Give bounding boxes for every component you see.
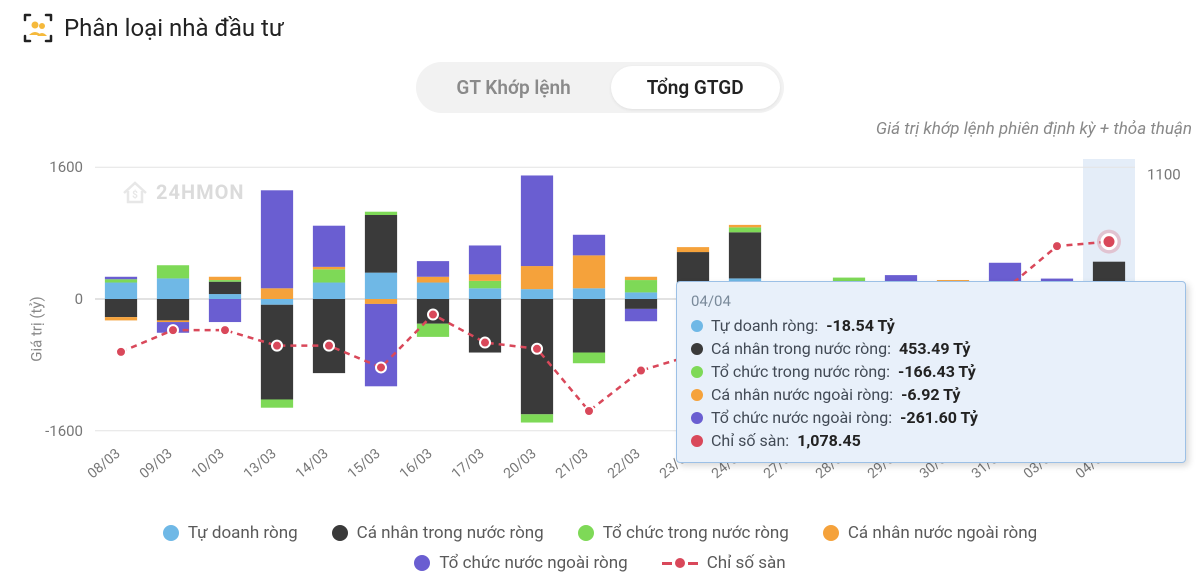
svg-text:09/03: 09/03 <box>137 446 176 482</box>
investor-type-icon <box>22 12 54 44</box>
tooltip-label: Chỉ số sàn: <box>711 431 789 450</box>
svg-text:21/03: 21/03 <box>553 446 592 482</box>
chart-legend: Tự doanh ròng Cá nhân trong nước ròng Tổ c… <box>0 519 1200 573</box>
tooltip-value: -18.54 Tỷ <box>826 316 895 335</box>
tooltip-dot <box>691 366 703 378</box>
tooltip-label: Tự doanh ròng: <box>711 316 818 335</box>
chart-subtitle: Giá trị khớp lệnh phiên định kỳ + thỏa t… <box>0 117 1200 139</box>
tooltip-dot <box>691 389 703 401</box>
svg-text:1600: 1600 <box>49 158 83 176</box>
legend-dot <box>414 555 430 571</box>
svg-text:14/03: 14/03 <box>293 446 332 482</box>
tooltip-value: -166.43 Tỷ <box>898 362 976 381</box>
svg-text:20/03: 20/03 <box>501 446 540 482</box>
tooltip-date: 04/04 <box>691 292 1171 310</box>
page-title: Phân loại nhà đầu tư <box>64 14 284 42</box>
legend-item[interactable]: Tổ chức nước ngoài ròng <box>414 553 627 573</box>
tooltip-label: Cá nhân nước ngoài ròng: <box>711 385 893 404</box>
chart-tooltip: 04/04 Tự doanh ròng: -18.54 TỷCá nhân tr… <box>676 281 1186 463</box>
legend-dot <box>823 525 839 541</box>
legend-label: Tổ chức nước ngoài ròng <box>439 553 627 573</box>
tab-tong-gtgd[interactable]: Tổng GTGD <box>611 66 780 109</box>
tooltip-dot <box>691 435 703 447</box>
tooltip-row: Chỉ số sàn: 1,078.45 <box>691 429 1171 452</box>
tooltip-dot <box>691 343 703 355</box>
svg-text:22/03: 22/03 <box>605 446 644 482</box>
svg-text:17/03: 17/03 <box>449 446 488 482</box>
svg-text:08/03: 08/03 <box>85 446 124 482</box>
legend-dot <box>163 525 179 541</box>
legend-item[interactable]: Cá nhân trong nước ròng <box>332 523 544 543</box>
tooltip-label: Tổ chức trong nước ròng: <box>711 362 890 381</box>
tooltip-value: 453.49 Tỷ <box>899 339 970 358</box>
tooltip-label: Cá nhân trong nước ròng: <box>711 339 891 358</box>
svg-text:13/03: 13/03 <box>241 446 280 482</box>
legend-item-line[interactable]: Chỉ số sàn <box>662 553 786 573</box>
legend-label: Tổ chức trong nước ròng <box>603 523 789 543</box>
tooltip-value: 1,078.45 <box>797 431 861 450</box>
svg-text:1100: 1100 <box>1147 166 1181 184</box>
tab-group: GT Khớp lệnh Tổng GTGD <box>416 62 783 113</box>
tooltip-row: Tổ chức nước ngoài ròng: -261.60 Tỷ <box>691 406 1171 429</box>
svg-text:-1600: -1600 <box>45 422 83 440</box>
legend-label: Cá nhân nước ngoài ròng <box>848 523 1037 543</box>
legend-item[interactable]: Tự doanh ròng <box>163 523 298 543</box>
legend-item[interactable]: Cá nhân nước ngoài ròng <box>823 523 1037 543</box>
tooltip-row: Cá nhân nước ngoài ròng: -6.92 Tỷ <box>691 383 1171 406</box>
tooltip-label: Tổ chức nước ngoài ròng: <box>711 408 892 427</box>
tooltip-dot <box>691 320 703 332</box>
legend-label: Cá nhân trong nước ròng <box>357 523 544 543</box>
tooltip-value: -6.92 Tỷ <box>901 385 960 404</box>
legend-line-icon <box>662 558 698 568</box>
legend-label: Chỉ số sàn <box>707 553 786 573</box>
svg-text:10/03: 10/03 <box>189 446 228 482</box>
tooltip-row: Tổ chức trong nước ròng: -166.43 Tỷ <box>691 360 1171 383</box>
legend-dot <box>332 525 348 541</box>
svg-text:15/03: 15/03 <box>345 446 384 482</box>
tooltip-row: Tự doanh ròng: -18.54 Tỷ <box>691 314 1171 337</box>
legend-label: Tự doanh ròng <box>188 523 298 543</box>
tooltip-row: Cá nhân trong nước ròng: 453.49 Tỷ <box>691 337 1171 360</box>
legend-item[interactable]: Tổ chức trong nước ròng <box>578 523 789 543</box>
legend-dot <box>578 525 594 541</box>
svg-text:0: 0 <box>75 290 83 308</box>
tooltip-dot <box>691 412 703 424</box>
tooltip-value: -261.60 Tỷ <box>900 408 978 427</box>
svg-text:16/03: 16/03 <box>397 446 436 482</box>
tab-gt-khop-lenh[interactable]: GT Khớp lệnh <box>420 66 606 109</box>
